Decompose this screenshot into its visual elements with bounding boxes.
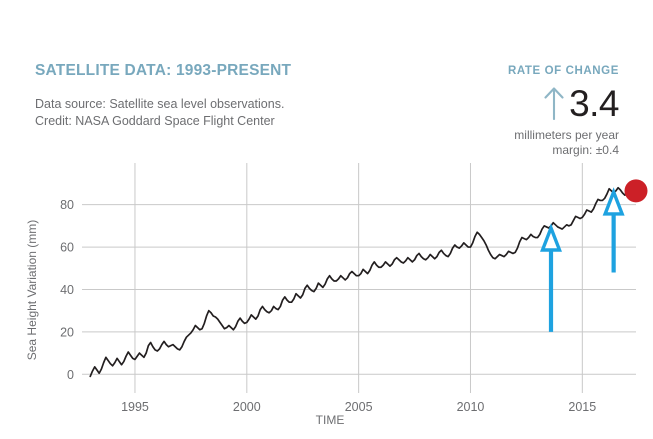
data-source-line: Data source: Satellite sea level observa… <box>35 97 285 111</box>
y-axis-tick-label: 0 <box>67 368 74 382</box>
annotation-arrow-2 <box>602 187 625 273</box>
annotation-arrow-1 <box>540 223 562 332</box>
arrow-head <box>540 223 562 252</box>
y-axis-tick-label: 20 <box>60 325 74 339</box>
y-axis-tick-label: 80 <box>60 198 74 212</box>
rate-of-change-value: 3.4 <box>569 82 619 124</box>
y-axis-tick-label: 60 <box>60 241 74 255</box>
x-axis-tick-labels: 1995 2000 2005 2010 2015 <box>121 400 596 414</box>
y-axis-tick-label: 40 <box>60 283 74 297</box>
rate-of-change-value-row: 3.4 <box>543 82 619 124</box>
y-axis-title: Sea Height Variation (mm) <box>25 220 39 361</box>
latest-measurement-marker <box>624 179 648 203</box>
arrow-head <box>602 187 625 216</box>
data-source-block: Data source: Satellite sea level observa… <box>35 96 284 130</box>
x-axis-title: TIME <box>316 413 345 427</box>
x-axis-tick-label: 2005 <box>345 400 373 414</box>
arrow-up-icon <box>544 87 564 120</box>
x-axis-tick-label: 2000 <box>233 400 261 414</box>
x-axis-tick-label: 1995 <box>121 400 149 414</box>
x-axis-tick-label: 2015 <box>568 400 596 414</box>
chart-markers <box>624 179 648 203</box>
y-axis-tick-labels: 0 20 40 60 80 <box>60 198 74 382</box>
rate-of-change-label: RATE OF CHANGE <box>507 65 619 77</box>
rate-of-change-margin: margin: ±0.4 <box>552 143 619 157</box>
sea-level-data-line <box>89 186 631 378</box>
chart-annotations <box>540 187 625 332</box>
rate-of-change-units-block: millimeters per year margin: ±0.4 <box>514 128 619 158</box>
credit-line: Credit: NASA Goddard Space Flight Center <box>35 114 275 128</box>
rate-of-change-units: millimeters per year <box>514 128 619 142</box>
page-title: SATELLITE DATA: 1993-PRESENT <box>35 62 292 79</box>
x-axis-tick-label: 2010 <box>457 400 485 414</box>
gridlines <box>82 163 636 393</box>
